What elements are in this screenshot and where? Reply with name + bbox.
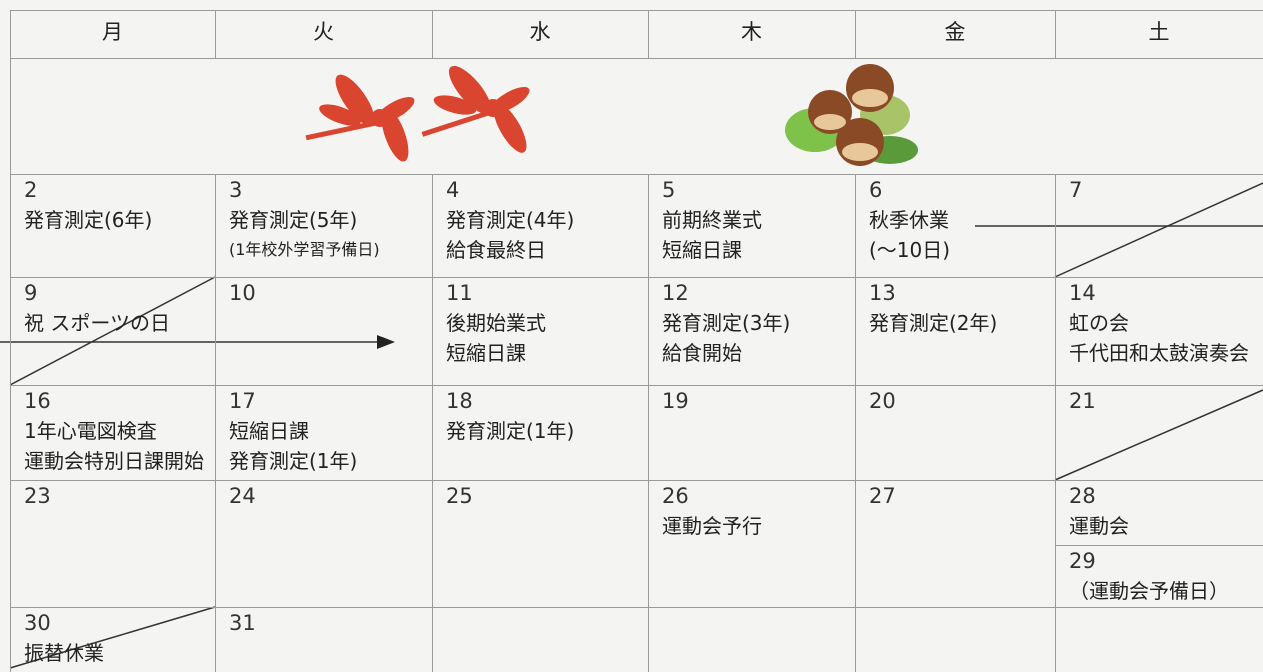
grid-line (10, 10, 11, 672)
weekday: 金 (944, 20, 966, 44)
date: 2 (24, 178, 38, 202)
grid-line (432, 10, 433, 58)
event: 短縮日課 (446, 341, 526, 365)
grid-line (1055, 10, 1056, 58)
event: 発育測定(3年) (662, 311, 791, 335)
event: 発育測定(2年) (869, 311, 998, 335)
date: 10 (229, 281, 256, 305)
date: 7 (1069, 178, 1083, 202)
weekday: 火 (313, 20, 334, 44)
date: 24 (229, 484, 256, 508)
grid-line (432, 174, 433, 672)
event: （運動会予備日） (1069, 579, 1229, 603)
event: 振替休業 (24, 641, 104, 665)
grid-line (10, 58, 1263, 59)
event: 発育測定(1年) (229, 449, 358, 473)
date: 3 (229, 178, 243, 202)
event: 発育測定(6年) (24, 208, 153, 232)
event: 短縮日課 (229, 419, 309, 443)
date: 4 (446, 178, 460, 202)
date: 28 (1069, 484, 1096, 508)
event: 運動会 (1069, 514, 1129, 538)
grid-line (1055, 174, 1056, 672)
event: 1年心電図検査 (24, 419, 157, 443)
grid-line (855, 174, 856, 672)
date: 23 (24, 484, 51, 508)
date: 21 (1069, 389, 1096, 413)
event: (1年校外学習予備日) (229, 240, 380, 259)
date: 18 (446, 389, 473, 413)
date: 31 (229, 611, 256, 635)
event: 給食開始 (662, 341, 742, 365)
date: 5 (662, 178, 676, 202)
date: 26 (662, 484, 689, 508)
date: 6 (869, 178, 883, 202)
grid-line (10, 480, 1263, 481)
grid-line (1055, 545, 1263, 546)
chestnuts (785, 64, 918, 166)
event: 千代田和太鼓演奏会 (1069, 341, 1249, 365)
grid-line (855, 10, 856, 58)
date: 29 (1069, 549, 1096, 573)
event: 発育測定(1年) (446, 419, 575, 443)
event: 発育測定(5年) (229, 208, 358, 232)
grid-line (10, 277, 1263, 278)
date: 9 (24, 281, 38, 305)
event: 運動会特別日課開始 (24, 449, 204, 473)
date: 16 (24, 389, 51, 413)
event: 祝 スポーツの日 (24, 311, 170, 335)
grid-line (648, 10, 649, 58)
weekday: 水 (529, 20, 551, 44)
date: 19 (662, 389, 689, 413)
grid-line (10, 10, 1263, 11)
event: 後期始業式 (446, 311, 546, 335)
date: 12 (662, 281, 689, 305)
date: 30 (24, 611, 51, 635)
event: 発育測定(4年) (446, 208, 575, 232)
date: 25 (446, 484, 473, 508)
grid-line (215, 174, 216, 672)
event: 短縮日課 (662, 238, 742, 262)
event: (～10日) (869, 238, 951, 262)
event: 虹の会 (1069, 311, 1129, 335)
date: 27 (869, 484, 896, 508)
weekday: 土 (1148, 20, 1170, 44)
event: 前期終業式 (662, 208, 762, 232)
date: 14 (1069, 281, 1096, 305)
event: 給食最終日 (446, 238, 546, 262)
grid-line (10, 174, 1263, 175)
weekday: 月 (102, 20, 123, 44)
grid-line (10, 385, 1263, 386)
dragonfly (305, 65, 530, 162)
date: 20 (869, 389, 896, 413)
date: 13 (869, 281, 896, 305)
event: 秋季休業 (869, 208, 949, 232)
grid-line (215, 10, 216, 58)
grid-line (648, 174, 649, 672)
weekday: 木 (741, 20, 762, 44)
date: 17 (229, 389, 256, 413)
grid-line (10, 607, 1263, 608)
event: 運動会予行 (662, 514, 762, 538)
date: 11 (446, 281, 473, 305)
